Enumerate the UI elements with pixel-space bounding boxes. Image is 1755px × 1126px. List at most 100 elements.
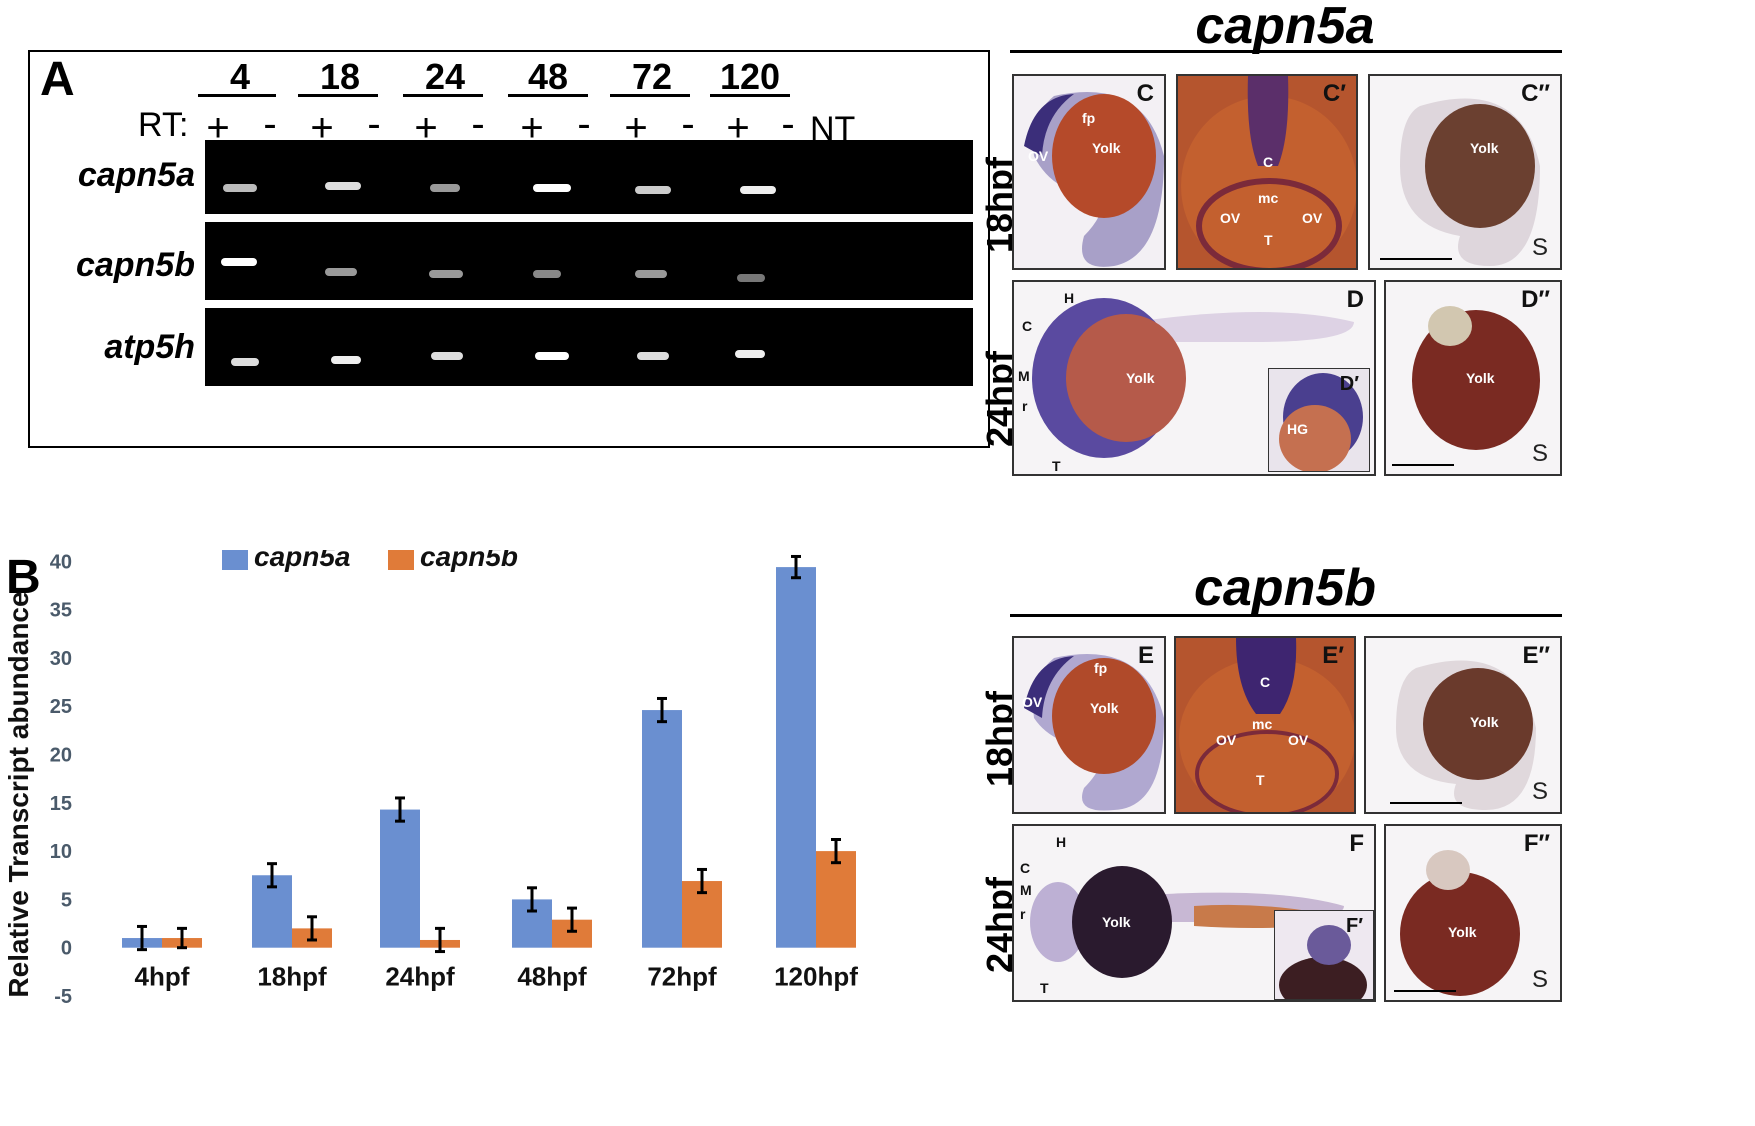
gene-label: capn5a xyxy=(77,156,195,194)
bar-capn5a-120hpf xyxy=(776,567,816,948)
yolk-label: Yolk xyxy=(1470,714,1499,730)
y-tick-label: 25 xyxy=(50,696,72,718)
gel-band xyxy=(533,270,561,278)
ish-image-f: F H C M r T Yolk F′ xyxy=(1012,824,1376,1002)
y-tick-label: 20 xyxy=(50,745,72,767)
x-tick-label: 120hpf xyxy=(774,962,858,992)
timepoint-label: 72 xyxy=(631,56,673,97)
s-label: S xyxy=(1531,966,1548,993)
gel-band xyxy=(430,184,460,192)
gel-band xyxy=(635,270,667,278)
bar-capn5b-120hpf xyxy=(816,851,856,948)
ish-image-e-double-prime: E″ Yolk S xyxy=(1364,636,1562,814)
yolk-label: Yolk xyxy=(1090,700,1119,716)
panel-a-letter: A xyxy=(40,53,75,106)
gel-band xyxy=(231,358,259,366)
inset-d-prime: D′ HG xyxy=(1268,368,1370,472)
rt-plus: + xyxy=(726,106,750,150)
legend-swatch xyxy=(388,550,414,570)
gel-row-capn5a xyxy=(205,140,973,214)
image-letter: E′ xyxy=(1322,642,1344,669)
y-tick-label: 40 xyxy=(50,551,72,573)
ish-image-d-double-prime: D″ Yolk S xyxy=(1384,280,1562,476)
embryo-image xyxy=(1279,373,1363,471)
ish-image-d: D H C M r T Yolk D′ HG xyxy=(1012,280,1376,476)
y-tick-label: 15 xyxy=(50,793,72,815)
t-label: T xyxy=(1040,980,1049,996)
y-tick-label: 10 xyxy=(50,841,72,863)
embryo-image xyxy=(1396,660,1536,810)
h-label: H xyxy=(1064,290,1075,306)
image-letter: F xyxy=(1349,830,1364,857)
gel-row-atp5h xyxy=(205,308,973,386)
ov-label: OV xyxy=(1216,732,1237,748)
image-letter: C xyxy=(1136,80,1154,107)
image-letter: E″ xyxy=(1522,642,1550,669)
ov-label: OV xyxy=(1302,210,1323,226)
bar-capn5a-24hpf xyxy=(380,809,420,948)
scale-bar xyxy=(1390,802,1462,804)
rt-minus: - xyxy=(263,102,277,146)
rt-minus: - xyxy=(367,102,381,146)
ish-image-c-prime: C′ C mc OV OV T xyxy=(1176,74,1358,270)
image-letter: F′ xyxy=(1345,915,1363,937)
embryo-image xyxy=(1412,306,1540,450)
rt-minus: - xyxy=(577,102,591,146)
timepoint-label: 24 xyxy=(424,56,466,97)
image-letter: F″ xyxy=(1523,830,1550,857)
gel-band xyxy=(331,356,361,364)
rt-plus: + xyxy=(520,106,544,150)
gel-band xyxy=(221,258,257,266)
c-label: C xyxy=(1022,318,1033,334)
scale-bar xyxy=(1380,258,1452,260)
timepoint-underline xyxy=(403,94,483,97)
title-rule xyxy=(1010,50,1562,53)
image-letter: C′ xyxy=(1322,80,1346,107)
image-letter: C″ xyxy=(1521,80,1550,107)
gene-label: atp5h xyxy=(104,328,195,366)
gel-band xyxy=(740,186,776,194)
timepoint-label: 48 xyxy=(527,56,569,97)
y-tick-label: -5 xyxy=(54,986,72,1008)
timepoint-underline xyxy=(710,94,790,97)
timepoint-underline xyxy=(198,94,276,97)
embryo-image xyxy=(1179,638,1354,812)
panel-b-letter: B xyxy=(6,551,41,604)
embryo-image xyxy=(1181,76,1356,268)
image-letter: D″ xyxy=(1521,286,1550,313)
yolk-label: Yolk xyxy=(1448,924,1477,940)
legend-label: capn5a xyxy=(254,550,351,572)
inset-f-prime: F′ xyxy=(1274,910,1374,1000)
gene-label: capn5b xyxy=(75,246,195,284)
legend-swatch xyxy=(222,550,248,570)
timepoint-label: 18 xyxy=(319,56,361,97)
timepoint-underline xyxy=(298,94,378,97)
x-tick-label: 48hpf xyxy=(517,962,587,992)
yolk-label: Yolk xyxy=(1126,370,1155,386)
gel-band xyxy=(533,184,571,192)
scale-bar xyxy=(1392,464,1454,466)
m-label: M xyxy=(1020,882,1032,898)
ish-image-c-double-prime: C″ Yolk S xyxy=(1368,74,1562,270)
yolk-label: Yolk xyxy=(1102,914,1131,930)
mc-label: mc xyxy=(1252,716,1273,732)
image-letter: D xyxy=(1346,286,1364,313)
capn5b-title: capn5b xyxy=(1193,559,1377,617)
s-label: S xyxy=(1531,440,1548,467)
y-tick-label: 0 xyxy=(61,938,72,960)
c-label: C xyxy=(1260,674,1271,690)
ish-image-e-prime: E′ C mc OV OV T xyxy=(1174,636,1356,814)
timepoint-label: 4 xyxy=(229,56,251,97)
hg-label: HG xyxy=(1287,421,1308,437)
fp-label: fp xyxy=(1094,660,1108,676)
gel-panel: A 4 18 24 48 72 120 RT: + - + - + - + - … xyxy=(28,50,990,448)
ish-image-e: E fp OV Yolk xyxy=(1012,636,1166,814)
t-label: T xyxy=(1052,458,1061,474)
embryo-image xyxy=(1024,92,1164,267)
gel-row-capn5b xyxy=(205,222,973,300)
gel-band xyxy=(431,352,463,360)
y-tick-label: 30 xyxy=(50,648,72,670)
embryo-image xyxy=(1032,298,1354,458)
gel-band xyxy=(223,184,257,192)
y-axis-label: Relative Transcript abundance xyxy=(3,591,34,997)
